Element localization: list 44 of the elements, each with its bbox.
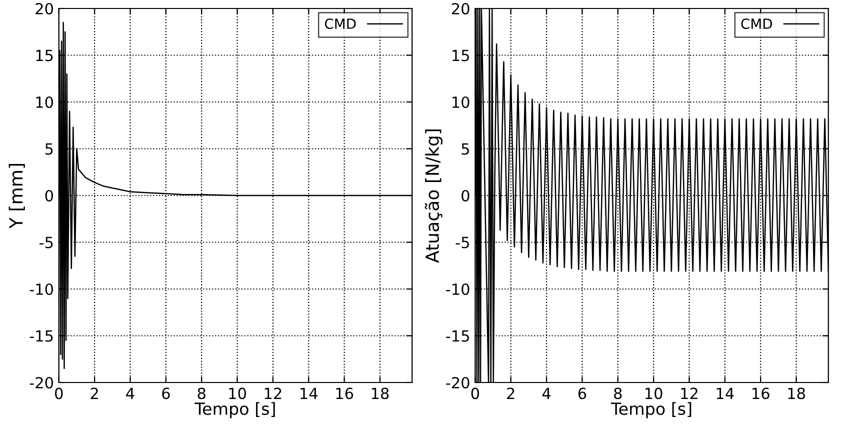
legend-label: CMD: [324, 18, 356, 29]
x-tick-label: 2: [507, 388, 514, 399]
y-tick-label: 5: [462, 143, 469, 155]
x-tick-label: 6: [162, 388, 170, 400]
x-tick-label: 14: [716, 388, 734, 399]
y-tick-label: -15: [30, 330, 53, 342]
x-tick-label: 8: [614, 388, 622, 400]
x-tick-label: 16: [336, 388, 354, 400]
y-tick-label: 20: [452, 2, 470, 15]
x-tick-label: 14: [300, 388, 318, 399]
y-tick-label: 15: [452, 50, 469, 62]
y-tick-label: 10: [452, 96, 470, 108]
x-tick-label: 12: [264, 388, 282, 399]
x-tick-label: 18: [788, 388, 805, 400]
x-tick-label: 2: [90, 388, 98, 399]
x-tick-label: 4: [542, 388, 551, 399]
y-tick-label: 0: [45, 190, 53, 202]
x-tick-label: 0: [55, 388, 63, 400]
x-tick-label: 12: [681, 388, 698, 399]
x-tick-label: 4: [126, 388, 134, 399]
x-axis-title: Tempo [s]: [194, 402, 275, 418]
x-tick-label: 8: [198, 388, 206, 400]
y-tick-label: -20: [446, 376, 470, 389]
legend-label: CMD: [741, 18, 772, 29]
y-tick-label: -15: [446, 330, 469, 342]
x-tick-label: 10: [646, 388, 662, 400]
y-tick-label: 10: [36, 96, 53, 108]
y-tick-label: -5: [40, 236, 53, 248]
y-tick-label: 20: [36, 2, 53, 15]
y-tick-label: -5: [456, 236, 469, 248]
y-tick-label: -20: [30, 376, 53, 389]
x-tick-label: 16: [752, 388, 770, 400]
y-axis-title: Atuação [N/kg]: [424, 130, 443, 263]
x-tick-label: 18: [372, 388, 389, 400]
y-tick-label: 0: [462, 190, 470, 202]
x-tick-label: 10: [229, 388, 246, 400]
x-tick-label: 6: [578, 388, 586, 400]
y-tick-label: -10: [446, 283, 470, 296]
x-tick-label: 0: [471, 388, 480, 400]
y-tick-label: -10: [30, 283, 53, 296]
y-axis-title: Y [mm]: [8, 164, 25, 229]
x-axis-title: Tempo [s]: [610, 402, 692, 418]
y-tick-label: 5: [45, 143, 53, 155]
y-tick-label: 15: [36, 50, 53, 62]
